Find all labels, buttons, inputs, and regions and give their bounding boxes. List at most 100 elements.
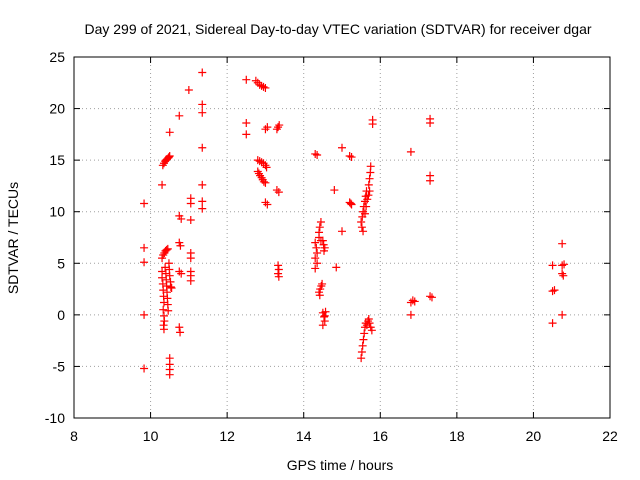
data-point xyxy=(263,200,272,209)
data-point xyxy=(360,329,369,338)
data-point xyxy=(364,180,373,189)
data-point xyxy=(548,287,557,296)
data-point xyxy=(256,171,265,180)
data-point xyxy=(358,341,367,350)
data-point xyxy=(560,260,569,269)
data-point xyxy=(186,276,195,285)
plot-frame xyxy=(73,56,611,419)
y-tick-label: 20 xyxy=(49,101,65,117)
x-tick-label: 8 xyxy=(70,428,78,444)
data-point xyxy=(317,281,326,290)
data-point xyxy=(406,147,415,156)
data-point xyxy=(158,180,167,189)
data-point xyxy=(357,218,366,227)
data-point xyxy=(426,176,435,185)
y-tick-label: 0 xyxy=(57,307,65,323)
data-point xyxy=(357,347,366,356)
data-point xyxy=(255,157,264,166)
data-point xyxy=(177,269,186,278)
data-point xyxy=(253,167,262,176)
data-point xyxy=(186,215,195,224)
data-point xyxy=(186,254,195,263)
data-point xyxy=(330,186,339,195)
grid-lines xyxy=(74,57,610,418)
data-point xyxy=(359,335,368,344)
data-point xyxy=(548,319,557,328)
data-point xyxy=(261,198,270,207)
x-tick-label: 20 xyxy=(526,428,542,444)
y-tick-label: -5 xyxy=(53,358,66,374)
y-tick-label: 10 xyxy=(49,204,65,220)
x-tick-label: 12 xyxy=(219,428,235,444)
data-point xyxy=(558,239,567,248)
data-point xyxy=(255,80,264,89)
data-point xyxy=(558,310,567,319)
data-point xyxy=(311,149,320,158)
data-point xyxy=(320,311,329,320)
x-tick-label: 14 xyxy=(296,428,312,444)
data-point xyxy=(176,241,185,250)
data-point xyxy=(177,214,186,223)
data-point xyxy=(360,209,369,218)
data-point xyxy=(338,143,346,152)
data-point xyxy=(158,273,167,282)
data-point xyxy=(257,81,266,90)
data-point xyxy=(261,178,270,187)
data-point xyxy=(164,154,173,163)
y-tick-label: 15 xyxy=(49,152,65,168)
data-point xyxy=(140,243,149,252)
data-point xyxy=(160,317,169,326)
data-point xyxy=(366,162,375,171)
data-point xyxy=(318,279,327,288)
x-axis-label: GPS time / hours xyxy=(287,457,394,473)
data-point xyxy=(332,263,341,272)
data-point xyxy=(559,271,568,280)
axes xyxy=(73,56,611,419)
data-point xyxy=(175,323,184,332)
data-point xyxy=(165,370,174,379)
data-point xyxy=(275,121,284,130)
data-point xyxy=(548,261,557,270)
data-point xyxy=(164,153,173,162)
x-tick-label: 18 xyxy=(449,428,465,444)
data-point xyxy=(198,100,207,109)
data-point xyxy=(198,180,207,189)
data-point xyxy=(426,114,435,123)
data-point xyxy=(364,317,373,326)
data-point xyxy=(338,227,346,236)
data-point xyxy=(162,245,171,254)
data-point xyxy=(357,354,366,363)
y-tick-label: 25 xyxy=(49,49,65,65)
data-point xyxy=(320,312,329,321)
data-point xyxy=(318,236,327,245)
data-point xyxy=(198,108,207,117)
data-point xyxy=(320,246,329,255)
data-point xyxy=(345,152,354,161)
data-point xyxy=(261,83,270,92)
data-point xyxy=(164,306,173,315)
data-point xyxy=(364,314,373,323)
data-point xyxy=(198,204,207,213)
data-point xyxy=(427,293,436,302)
data-point xyxy=(198,68,207,77)
data-point xyxy=(426,292,435,301)
data-point xyxy=(558,269,567,278)
x-tick-label: 16 xyxy=(372,428,388,444)
data-point xyxy=(558,261,567,270)
data-point xyxy=(251,76,260,85)
data-point xyxy=(159,325,168,334)
data-point xyxy=(406,310,415,319)
data-point xyxy=(140,258,149,267)
data-point xyxy=(242,119,251,128)
chart-title: Day 299 of 2021, Sidereal Day-to-day VTE… xyxy=(84,21,591,37)
data-point xyxy=(359,227,368,236)
data-point xyxy=(167,284,176,293)
data-point xyxy=(367,326,376,335)
data-point xyxy=(313,259,322,268)
data-point xyxy=(313,150,322,159)
data-point xyxy=(259,177,268,186)
data-point xyxy=(311,254,320,263)
data-point xyxy=(347,153,356,162)
data-point xyxy=(163,244,172,253)
